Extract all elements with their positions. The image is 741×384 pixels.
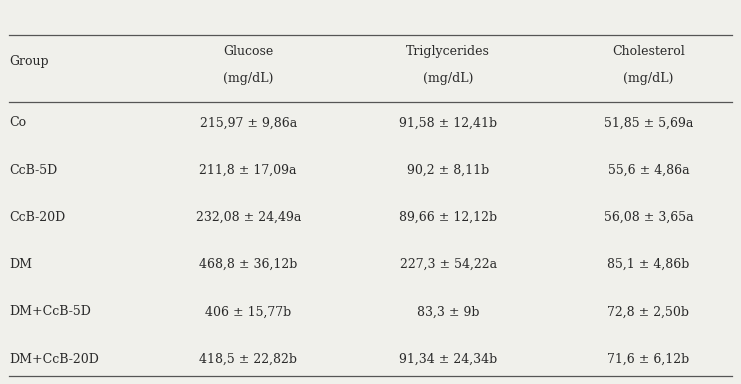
Text: 91,58 ± 12,41b: 91,58 ± 12,41b bbox=[399, 116, 497, 129]
Text: 51,85 ± 5,69a: 51,85 ± 5,69a bbox=[604, 116, 693, 129]
Text: CcB-5D: CcB-5D bbox=[9, 164, 57, 177]
Text: 85,1 ± 4,86b: 85,1 ± 4,86b bbox=[607, 258, 690, 271]
Text: 232,08 ± 24,49a: 232,08 ± 24,49a bbox=[196, 211, 301, 224]
Text: 215,97 ± 9,86a: 215,97 ± 9,86a bbox=[199, 116, 297, 129]
Text: Glucose: Glucose bbox=[223, 45, 273, 58]
Text: Group: Group bbox=[9, 55, 48, 68]
Text: 83,3 ± 9b: 83,3 ± 9b bbox=[417, 305, 479, 318]
Text: DM: DM bbox=[9, 258, 32, 271]
Text: (mg/dL): (mg/dL) bbox=[423, 72, 473, 85]
Text: 227,3 ± 54,22a: 227,3 ± 54,22a bbox=[399, 258, 497, 271]
Text: 55,6 ± 4,86a: 55,6 ± 4,86a bbox=[608, 164, 689, 177]
Text: Cholesterol: Cholesterol bbox=[612, 45, 685, 58]
Text: DM+CcB-5D: DM+CcB-5D bbox=[9, 305, 90, 318]
Text: 89,66 ± 12,12b: 89,66 ± 12,12b bbox=[399, 211, 497, 224]
Text: 56,08 ± 3,65a: 56,08 ± 3,65a bbox=[604, 211, 693, 224]
Text: 72,8 ± 2,50b: 72,8 ± 2,50b bbox=[608, 305, 689, 318]
Text: Triglycerides: Triglycerides bbox=[406, 45, 491, 58]
Text: (mg/dL): (mg/dL) bbox=[623, 72, 674, 85]
Text: DM+CcB-20D: DM+CcB-20D bbox=[9, 353, 99, 366]
Text: (mg/dL): (mg/dL) bbox=[223, 72, 273, 85]
Text: 91,34 ± 24,34b: 91,34 ± 24,34b bbox=[399, 353, 497, 366]
Text: 90,2 ± 8,11b: 90,2 ± 8,11b bbox=[408, 164, 489, 177]
Text: CcB-20D: CcB-20D bbox=[9, 211, 65, 224]
Text: Co: Co bbox=[9, 116, 26, 129]
Text: 211,8 ± 17,09a: 211,8 ± 17,09a bbox=[199, 164, 297, 177]
Text: 406 ± 15,77b: 406 ± 15,77b bbox=[205, 305, 291, 318]
Text: 468,8 ± 36,12b: 468,8 ± 36,12b bbox=[199, 258, 297, 271]
Text: 418,5 ± 22,82b: 418,5 ± 22,82b bbox=[199, 353, 297, 366]
Text: 71,6 ± 6,12b: 71,6 ± 6,12b bbox=[608, 353, 689, 366]
